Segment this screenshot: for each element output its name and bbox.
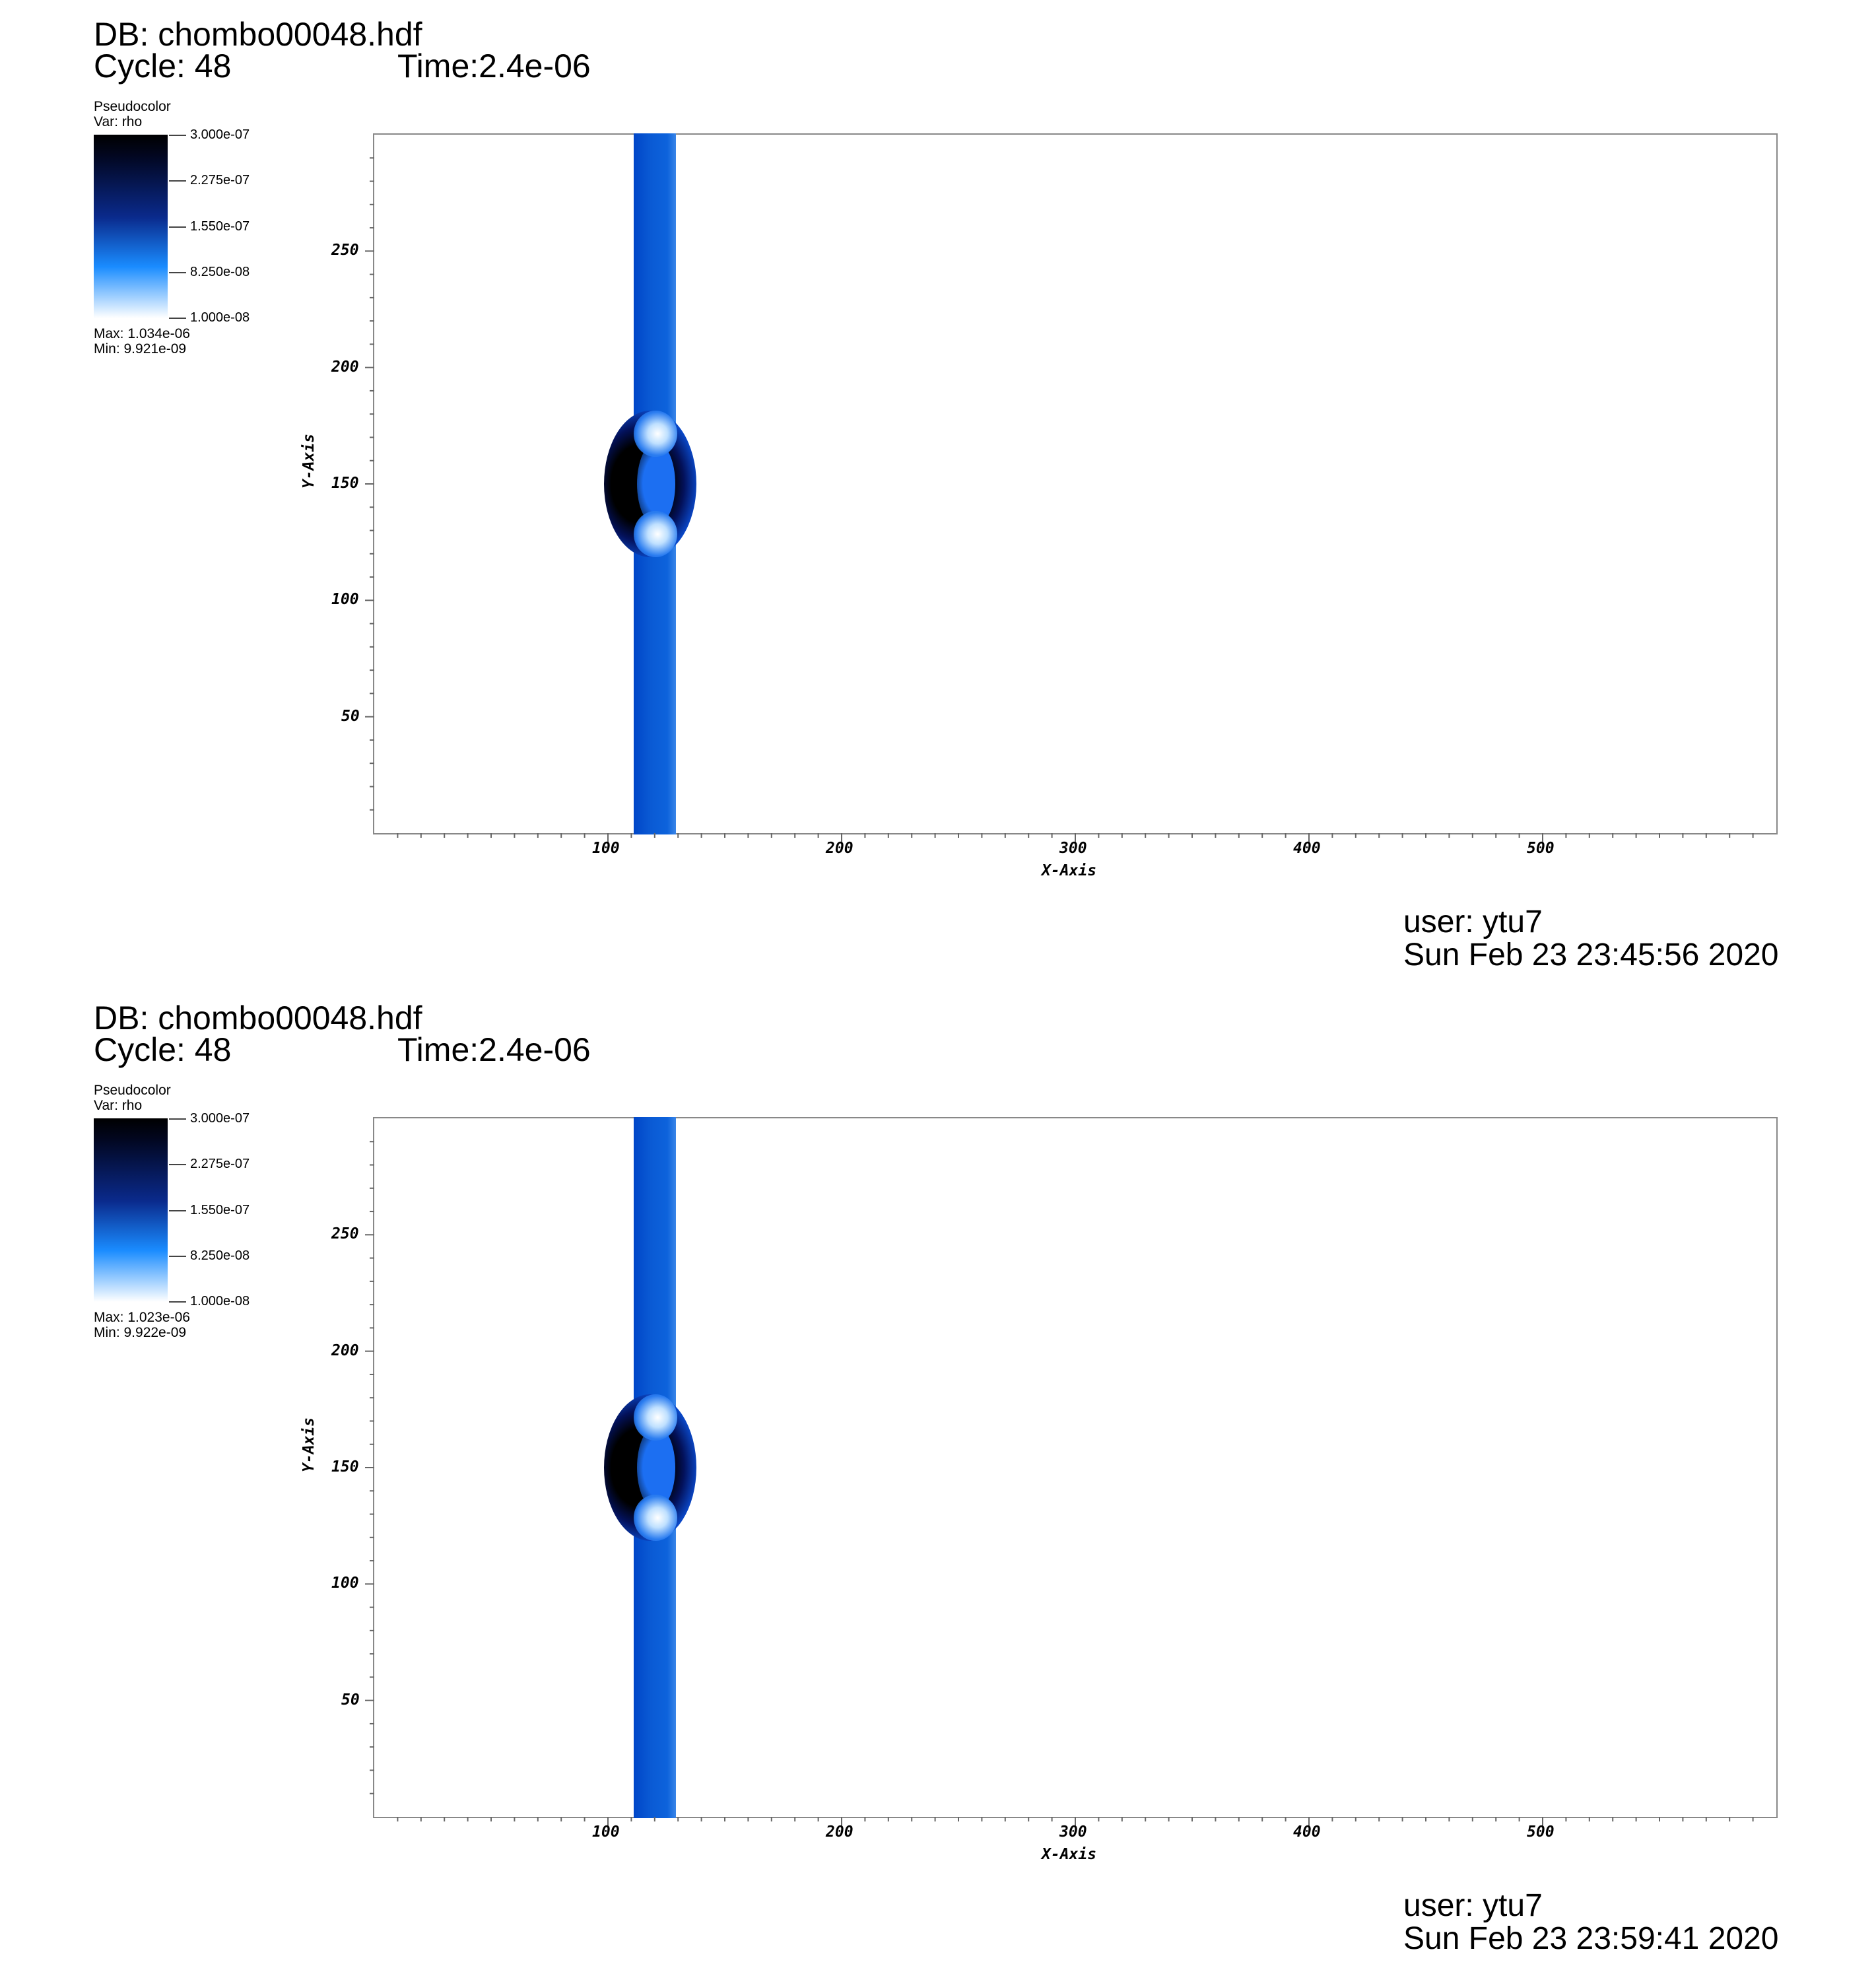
cycle-time-line: Cycle: 48 Time:2.4e-06 (94, 1031, 591, 1068)
vortex-lobe-bottom (634, 1495, 677, 1541)
colorbar-tick-label: 3.000e-07 (190, 1111, 250, 1126)
colorbar-tick-label: 3.000e-07 (190, 127, 250, 142)
colorbar-tick (169, 272, 186, 273)
y-tick-label: 200 (331, 1342, 359, 1359)
x-tick-label: 100 (592, 840, 620, 857)
colorbar-tick-label: 1.000e-08 (190, 1294, 250, 1308)
plot-panel-1: DB: chombo00048.hdf Cycle: 48 Time:2.4e-… (0, 0, 1876, 984)
legend-max: Max: 1.023e-06 (94, 1310, 190, 1325)
legend-title: Pseudocolor (94, 99, 171, 114)
time-label: Time:2.4e-06 (397, 48, 591, 85)
cycle-label: Cycle: 48 (94, 48, 232, 85)
y-axis-label: Y-Axis (300, 433, 318, 489)
y-tick-label: 50 (341, 1691, 360, 1709)
colorbar-tick-label: 8.250e-08 (190, 1248, 250, 1263)
cycle-label: Cycle: 48 (94, 1031, 232, 1068)
x-tick-label: 500 (1527, 1823, 1555, 1841)
legend-title: Pseudocolor (94, 1083, 171, 1098)
colorbar-tick (169, 180, 186, 182)
axis-ticks (365, 1141, 1754, 1826)
y-tick-label: 200 (331, 358, 359, 376)
colorbar-tick-label: 8.250e-08 (190, 265, 250, 279)
y-tick-label: 50 (341, 707, 360, 725)
legend-min: Min: 9.921e-09 (94, 341, 187, 357)
legend-min: Min: 9.922e-09 (94, 1325, 187, 1340)
legend-var: Var: rho (94, 114, 143, 129)
cycle-time-line: Cycle: 48 Time:2.4e-06 (94, 48, 591, 85)
plot-panel-2: DB: chombo00048.hdf Cycle: 48 Time:2.4e-… (0, 984, 1876, 1967)
vortex-lobe-top (634, 411, 677, 457)
x-tick-label: 300 (1059, 840, 1087, 857)
x-tick-label: 400 (1293, 1823, 1321, 1841)
vortex-lobe-bottom (634, 511, 677, 557)
x-tick-label: 300 (1059, 1823, 1087, 1841)
colorbar-tick-label: 2.275e-07 (190, 173, 250, 187)
x-tick-label: 500 (1527, 840, 1555, 857)
colorbar-tick-label: 1.550e-07 (190, 219, 250, 234)
db-name: DB: chombo00048.hdf (94, 16, 422, 53)
x-tick-label: 200 (826, 840, 854, 857)
date-label: Sun Feb 23 23:45:56 2020 (1403, 937, 1779, 972)
x-axis-label: X-Axis (1042, 1846, 1097, 1863)
x-tick-label: 200 (826, 1823, 854, 1841)
colorbar-tick (169, 1256, 186, 1257)
y-tick-label: 100 (331, 1575, 359, 1592)
y-tick-label: 250 (331, 242, 359, 259)
legend-var: Var: rho (94, 1098, 143, 1113)
db-name: DB: chombo00048.hdf (94, 1000, 422, 1036)
colorbar-tick-label: 1.000e-08 (190, 310, 250, 325)
legend-max: Max: 1.034e-06 (94, 326, 190, 341)
user-label: user: ytu7 (1403, 1888, 1543, 1923)
colorbar-tick-label: 2.275e-07 (190, 1157, 250, 1171)
x-axis-label: X-Axis (1042, 862, 1097, 879)
y-tick-label: 250 (331, 1225, 359, 1243)
colorbar-tick (169, 1164, 186, 1165)
y-axis-label: Y-Axis (300, 1417, 318, 1472)
y-tick-label: 150 (331, 1458, 359, 1476)
colorbar (94, 135, 168, 318)
colorbar-tick (169, 318, 186, 319)
date-label: Sun Feb 23 23:59:41 2020 (1403, 1921, 1779, 1956)
x-tick-label: 100 (592, 1823, 620, 1841)
colorbar-tick (169, 1210, 186, 1211)
axis-ticks (365, 157, 1754, 842)
time-label: Time:2.4e-06 (397, 1031, 591, 1068)
x-tick-label: 400 (1293, 840, 1321, 857)
vortex-lobe-top (634, 1394, 677, 1441)
colorbar (94, 1118, 168, 1302)
user-label: user: ytu7 (1403, 904, 1543, 939)
colorbar-tick (169, 226, 186, 228)
colorbar-tick-label: 1.550e-07 (190, 1203, 250, 1217)
colorbar-tick (169, 1118, 186, 1120)
y-tick-label: 100 (331, 591, 359, 609)
colorbar-tick (169, 135, 186, 136)
y-tick-label: 150 (331, 475, 359, 492)
colorbar-tick (169, 1301, 186, 1303)
